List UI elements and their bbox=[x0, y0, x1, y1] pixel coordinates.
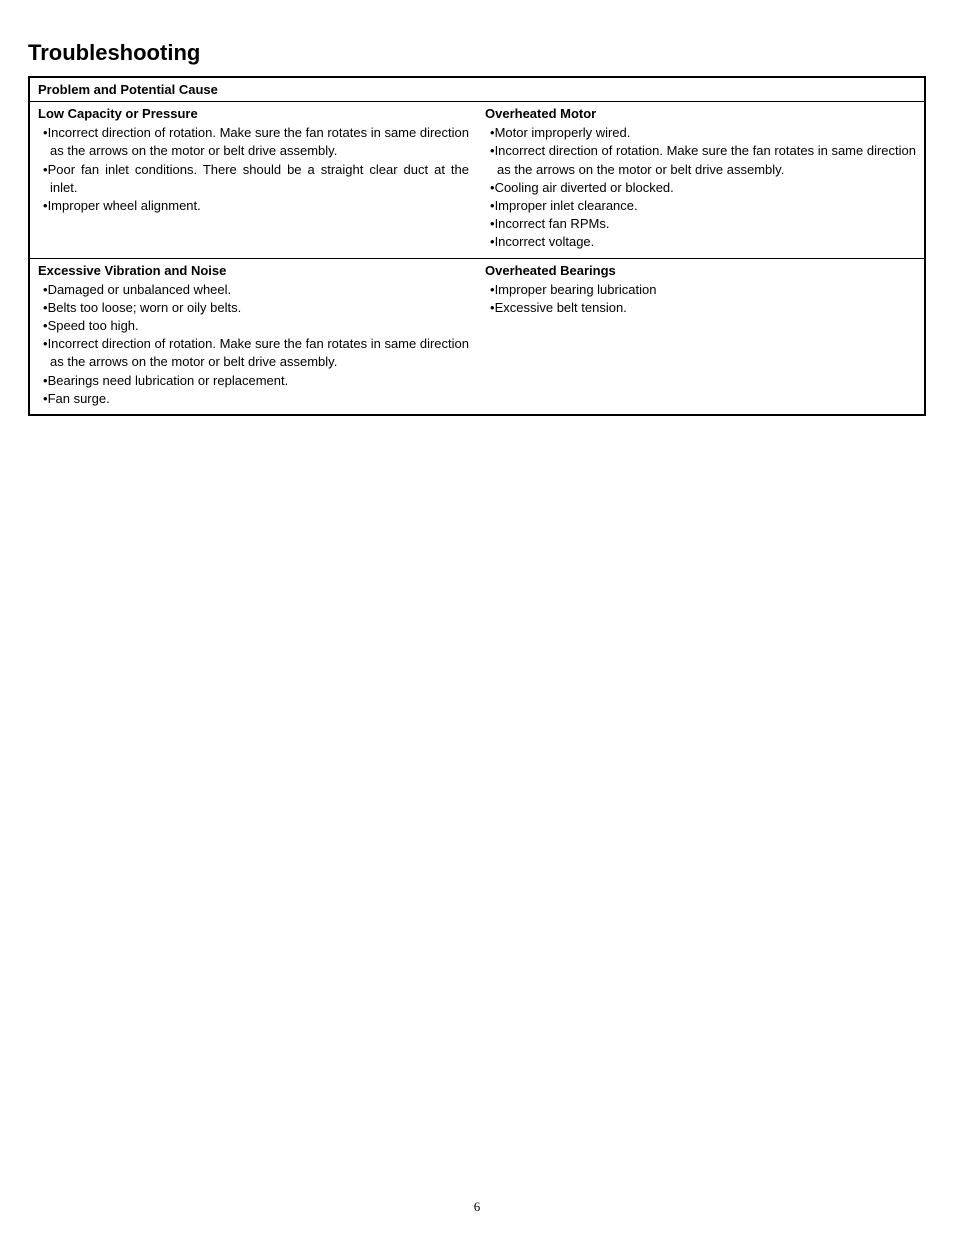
table-row: Low Capacity or Pressure Incorrect direc… bbox=[29, 102, 925, 259]
list-item: Fan surge. bbox=[38, 390, 469, 408]
list-item: Incorrect direction of rotation. Make su… bbox=[38, 335, 469, 371]
table-row: Excessive Vibration and Noise Damaged or… bbox=[29, 258, 925, 415]
cell-title: Excessive Vibration and Noise bbox=[38, 262, 469, 280]
list-item: Poor fan inlet conditions. There should … bbox=[38, 161, 469, 197]
troubleshooting-table: Problem and Potential Cause Low Capacity… bbox=[28, 76, 926, 416]
list-item: Improper inlet clearance. bbox=[485, 197, 916, 215]
list-item: Excessive belt tension. bbox=[485, 299, 916, 317]
list-item: Incorrect direction of rotation. Make su… bbox=[485, 142, 916, 178]
cell-vibration-noise: Excessive Vibration and Noise Damaged or… bbox=[29, 258, 477, 415]
list-item: Improper wheel alignment. bbox=[38, 197, 469, 215]
bullet-list: Motor improperly wired. Incorrect direct… bbox=[485, 124, 916, 251]
page-number: 6 bbox=[0, 1199, 954, 1215]
list-item: Improper bearing lubrication bbox=[485, 281, 916, 299]
bullet-list: Improper bearing lubrication Excessive b… bbox=[485, 281, 916, 317]
list-item: Bearings need lubrication or replacement… bbox=[38, 372, 469, 390]
list-item: Speed too high. bbox=[38, 317, 469, 335]
list-item: Incorrect voltage. bbox=[485, 233, 916, 251]
list-item: Incorrect fan RPMs. bbox=[485, 215, 916, 233]
cell-overheated-motor: Overheated Motor Motor improperly wired.… bbox=[477, 102, 925, 259]
cell-title: Overheated Bearings bbox=[485, 262, 916, 280]
table-header: Problem and Potential Cause bbox=[29, 77, 925, 102]
list-item: Incorrect direction of rotation. Make su… bbox=[38, 124, 469, 160]
list-item: Damaged or unbalanced wheel. bbox=[38, 281, 469, 299]
list-item: Motor improperly wired. bbox=[485, 124, 916, 142]
cell-title: Overheated Motor bbox=[485, 105, 916, 123]
list-item: Cooling air diverted or blocked. bbox=[485, 179, 916, 197]
cell-title: Low Capacity or Pressure bbox=[38, 105, 469, 123]
page-title: Troubleshooting bbox=[28, 40, 926, 66]
cell-low-capacity: Low Capacity or Pressure Incorrect direc… bbox=[29, 102, 477, 259]
bullet-list: Damaged or unbalanced wheel. Belts too l… bbox=[38, 281, 469, 408]
cell-overheated-bearings: Overheated Bearings Improper bearing lub… bbox=[477, 258, 925, 415]
list-item: Belts too loose; worn or oily belts. bbox=[38, 299, 469, 317]
bullet-list: Incorrect direction of rotation. Make su… bbox=[38, 124, 469, 215]
